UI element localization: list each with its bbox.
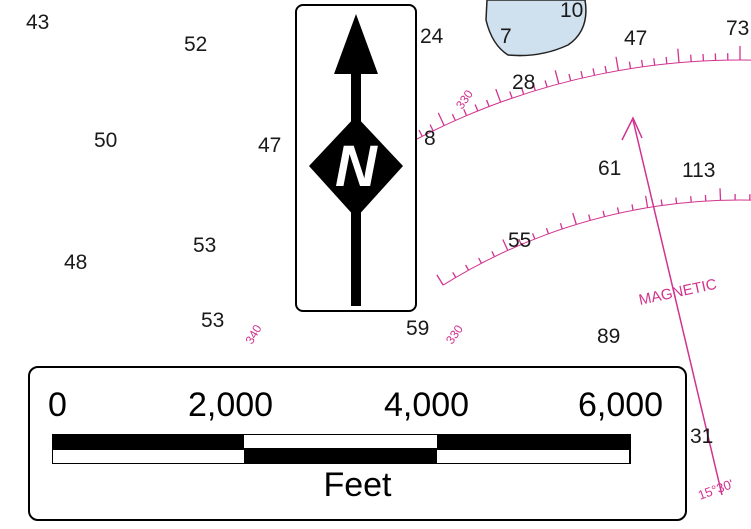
sounding: 8 xyxy=(424,127,436,150)
compass-tick xyxy=(436,274,444,286)
sounding: 24 xyxy=(420,25,444,48)
compass-tick xyxy=(719,188,722,201)
compass-tick xyxy=(572,212,577,225)
scale-tick-label: 4,000 xyxy=(384,386,470,424)
compass-tick xyxy=(531,233,536,240)
compass-label-lower-right: 15°30' xyxy=(696,476,736,503)
compass-tick xyxy=(615,56,620,71)
sounding: 52 xyxy=(184,33,208,56)
scale-bar-panel: 0 2,000 4,000 6,000 Feet xyxy=(28,366,687,521)
scale-tick-label: 2,000 xyxy=(188,386,274,424)
compass-tick xyxy=(465,264,470,271)
compass-tick xyxy=(631,204,634,211)
compass-tick xyxy=(628,61,632,69)
compass-tick xyxy=(544,80,548,88)
compass-tick xyxy=(429,124,434,132)
compass-tick xyxy=(677,48,680,63)
sounding: 7 xyxy=(500,25,512,48)
north-letter: N xyxy=(335,134,378,199)
north-arrow-panel: N xyxy=(295,4,417,312)
sounding: 10 xyxy=(560,0,584,22)
compass-label-340: 340 xyxy=(242,322,264,347)
compass-label-330-upper: 330 xyxy=(453,87,476,112)
compass-tick xyxy=(437,112,445,126)
sounding: 53 xyxy=(193,234,217,257)
sounding: 50 xyxy=(94,129,118,152)
sounding: 47 xyxy=(258,134,282,157)
compass-tick xyxy=(640,59,644,67)
sounding: 28 xyxy=(512,71,536,94)
compass-tick xyxy=(545,227,550,235)
compass-tick xyxy=(592,68,596,76)
compass-tick xyxy=(602,210,606,217)
compass-tick xyxy=(568,73,572,81)
compass-tick xyxy=(485,99,490,107)
scale-tick-label: 6,000 xyxy=(578,386,664,424)
magnetic-north-arrowhead xyxy=(621,116,643,141)
compass-tick xyxy=(604,65,608,74)
compass-tick xyxy=(616,207,620,214)
compass-tick xyxy=(675,197,678,204)
compass-tick xyxy=(491,251,496,257)
compass-tick xyxy=(690,54,692,62)
sounding: 31 xyxy=(690,425,714,448)
scale-tick-label: 0 xyxy=(48,386,67,424)
compass-tick xyxy=(495,88,502,103)
compass-tick xyxy=(644,195,649,208)
sounding: 113 xyxy=(682,159,716,182)
sounding: 47 xyxy=(624,27,648,50)
sounding: 61 xyxy=(598,157,622,180)
sounding: 73 xyxy=(726,17,750,40)
compass-tick xyxy=(532,83,536,91)
north-arrow-icon: N xyxy=(309,14,403,306)
sounding: 48 xyxy=(64,251,88,274)
compass-tick xyxy=(520,87,525,95)
compass-tick xyxy=(660,199,663,206)
compass-tick xyxy=(653,58,656,66)
compass-tick xyxy=(452,271,457,278)
sounding: 43 xyxy=(26,11,50,34)
shoal-area xyxy=(485,0,587,57)
sounding: 53 xyxy=(201,309,225,332)
scale-bar-graphic xyxy=(52,434,631,464)
compass-tick xyxy=(451,113,456,121)
sounding: 89 xyxy=(597,325,621,348)
compass-tick xyxy=(580,70,584,79)
compass-tick xyxy=(554,70,560,85)
compass-tick xyxy=(559,222,563,230)
compass-tick xyxy=(518,238,522,245)
magnetic-north-line xyxy=(632,119,723,496)
sounding: 55 xyxy=(508,229,532,252)
compass-tick xyxy=(588,214,591,221)
scale-unit-label: Feet xyxy=(323,466,392,504)
compass-arc xyxy=(442,199,751,286)
compass-tick xyxy=(418,129,423,137)
compass-label-magnetic: MAGNETIC xyxy=(637,276,718,309)
compass-tick xyxy=(502,239,509,251)
compass-tick xyxy=(665,56,668,64)
compass-tick xyxy=(463,108,468,116)
sounding: 59 xyxy=(406,317,430,340)
compass-tick xyxy=(474,104,479,112)
compass-tick xyxy=(478,257,482,264)
compass-tick xyxy=(690,196,692,203)
compass-tick xyxy=(509,91,513,99)
compass-label-330-lower: 330 xyxy=(443,322,466,347)
